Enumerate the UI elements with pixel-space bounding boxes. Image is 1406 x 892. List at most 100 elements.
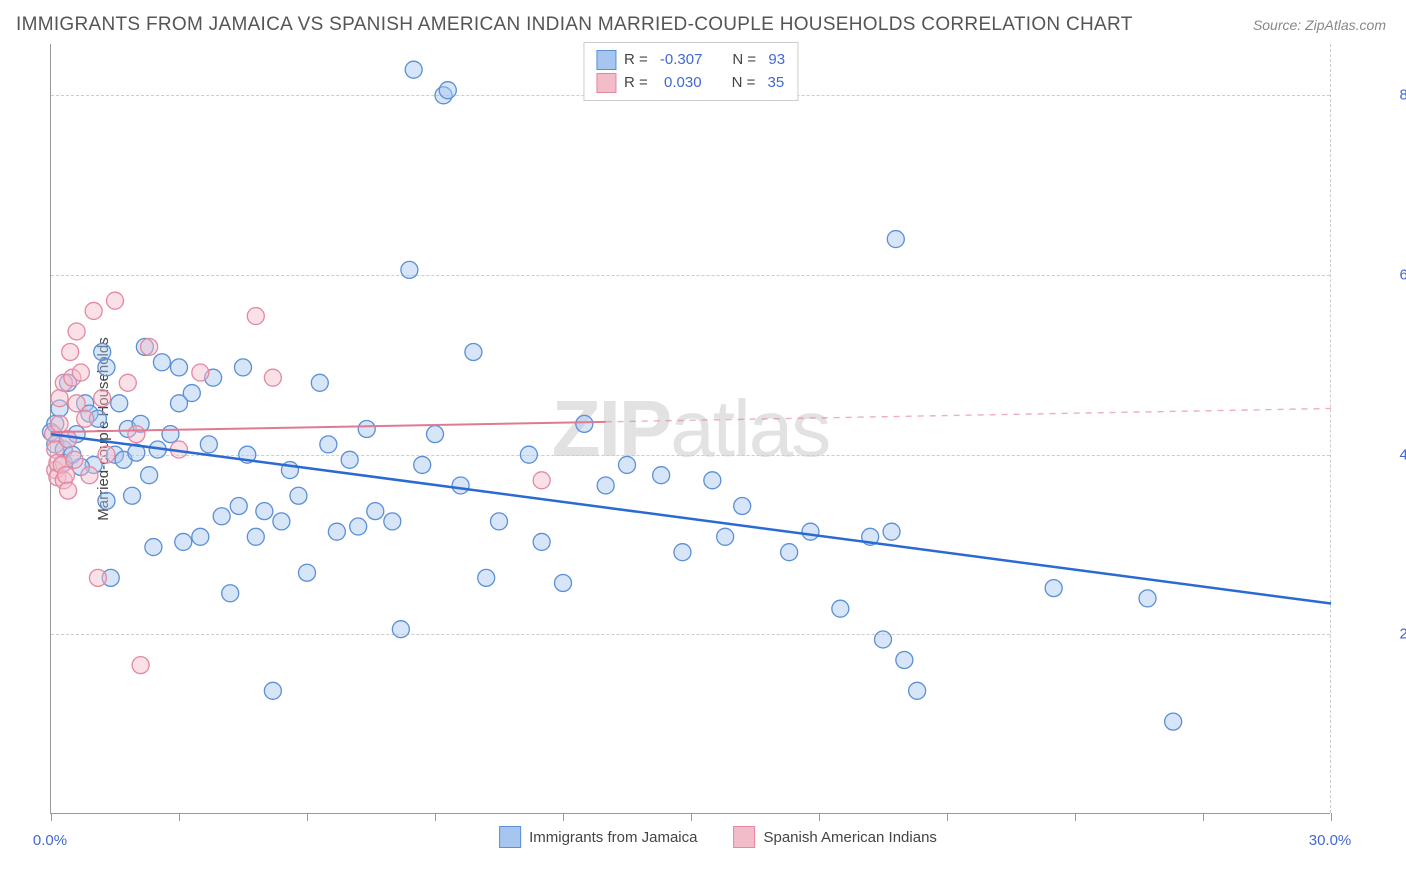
legend-stat-row: R = 0.030N = 35 [596,72,785,95]
data-point [533,533,550,550]
r-value: 0.030 [660,72,702,95]
data-point [653,467,670,484]
data-point [896,652,913,669]
data-point [392,621,409,638]
data-point [68,395,85,412]
data-point [427,426,444,443]
x-tick [51,813,52,821]
data-point [597,477,614,494]
legend-stat-row: R = -0.307N = 93 [596,49,785,72]
data-point [273,513,290,530]
data-point [341,451,358,468]
data-point [350,518,367,535]
x-tick [563,813,564,821]
x-tick [947,813,948,821]
data-point [734,498,751,515]
y-tick-label: 80.0% [1399,87,1406,104]
trend-line-extrapolated [606,408,1331,421]
data-point [452,477,469,494]
data-point [1045,580,1062,597]
legend-swatch [596,73,616,93]
r-value: -0.307 [660,49,703,72]
data-point [384,513,401,530]
data-point [89,569,106,586]
x-tick [691,813,692,821]
data-point [311,374,328,391]
x-tick [179,813,180,821]
data-point [81,467,98,484]
data-point [405,61,422,78]
x-tick [1331,813,1332,821]
legend-swatch [596,50,616,70]
legend-swatch [733,826,755,848]
data-point [619,456,636,473]
data-point [94,390,111,407]
data-point [401,261,418,278]
legend-item: Spanish American Indians [733,826,936,848]
data-point [883,523,900,540]
plot-svg [51,44,1331,814]
data-point [68,323,85,340]
data-point [781,544,798,561]
r-label: R = [624,49,652,72]
data-point [60,431,77,448]
n-label: N = [732,72,760,95]
trend-line [51,434,1331,603]
data-point [132,657,149,674]
chart-title: IMMIGRANTS FROM JAMAICA VS SPANISH AMERI… [16,14,1133,36]
data-point [290,487,307,504]
data-point [51,390,68,407]
plot-area: ZIPatlas R = -0.307N = 93R = 0.030N = 35 [50,44,1330,814]
data-point [162,426,179,443]
data-point [358,421,375,438]
data-point [367,503,384,520]
data-point [320,436,337,453]
y-tick-label: 45.0% [1399,446,1406,463]
x-tick [819,813,820,821]
legend-item: Immigrants from Jamaica [499,826,697,848]
data-point [200,436,217,453]
data-point [832,600,849,617]
data-point [235,359,252,376]
y-tick-label: 62.5% [1399,267,1406,284]
data-point [141,338,158,355]
data-point [414,456,431,473]
data-point [51,415,68,432]
data-point [478,569,495,586]
data-point [153,354,170,371]
x-tick [1203,813,1204,821]
data-point [520,446,537,463]
data-point [802,523,819,540]
n-value: 35 [768,72,785,95]
x-tick [435,813,436,821]
legend-label: Spanish American Indians [763,829,936,846]
data-point [299,564,316,581]
data-point [328,523,345,540]
data-point [247,528,264,545]
data-point [491,513,508,530]
data-point [66,451,83,468]
data-point [264,682,281,699]
data-point [60,482,77,499]
data-point [77,410,94,427]
data-point [111,395,128,412]
n-value: 93 [768,49,785,72]
data-point [98,446,115,463]
source-label: Source: ZipAtlas.com [1253,17,1386,33]
data-point [98,359,115,376]
data-point [256,503,273,520]
data-point [85,302,102,319]
data-point [1165,713,1182,730]
legend-stats: R = -0.307N = 93R = 0.030 N = 35 [583,42,798,101]
data-point [107,292,124,309]
data-point [175,533,192,550]
data-point [555,575,572,592]
data-point [222,585,239,602]
data-point [717,528,734,545]
data-point [145,539,162,556]
data-point [72,364,89,381]
data-point [171,359,188,376]
data-point [62,344,79,361]
data-point [128,426,145,443]
data-point [875,631,892,648]
